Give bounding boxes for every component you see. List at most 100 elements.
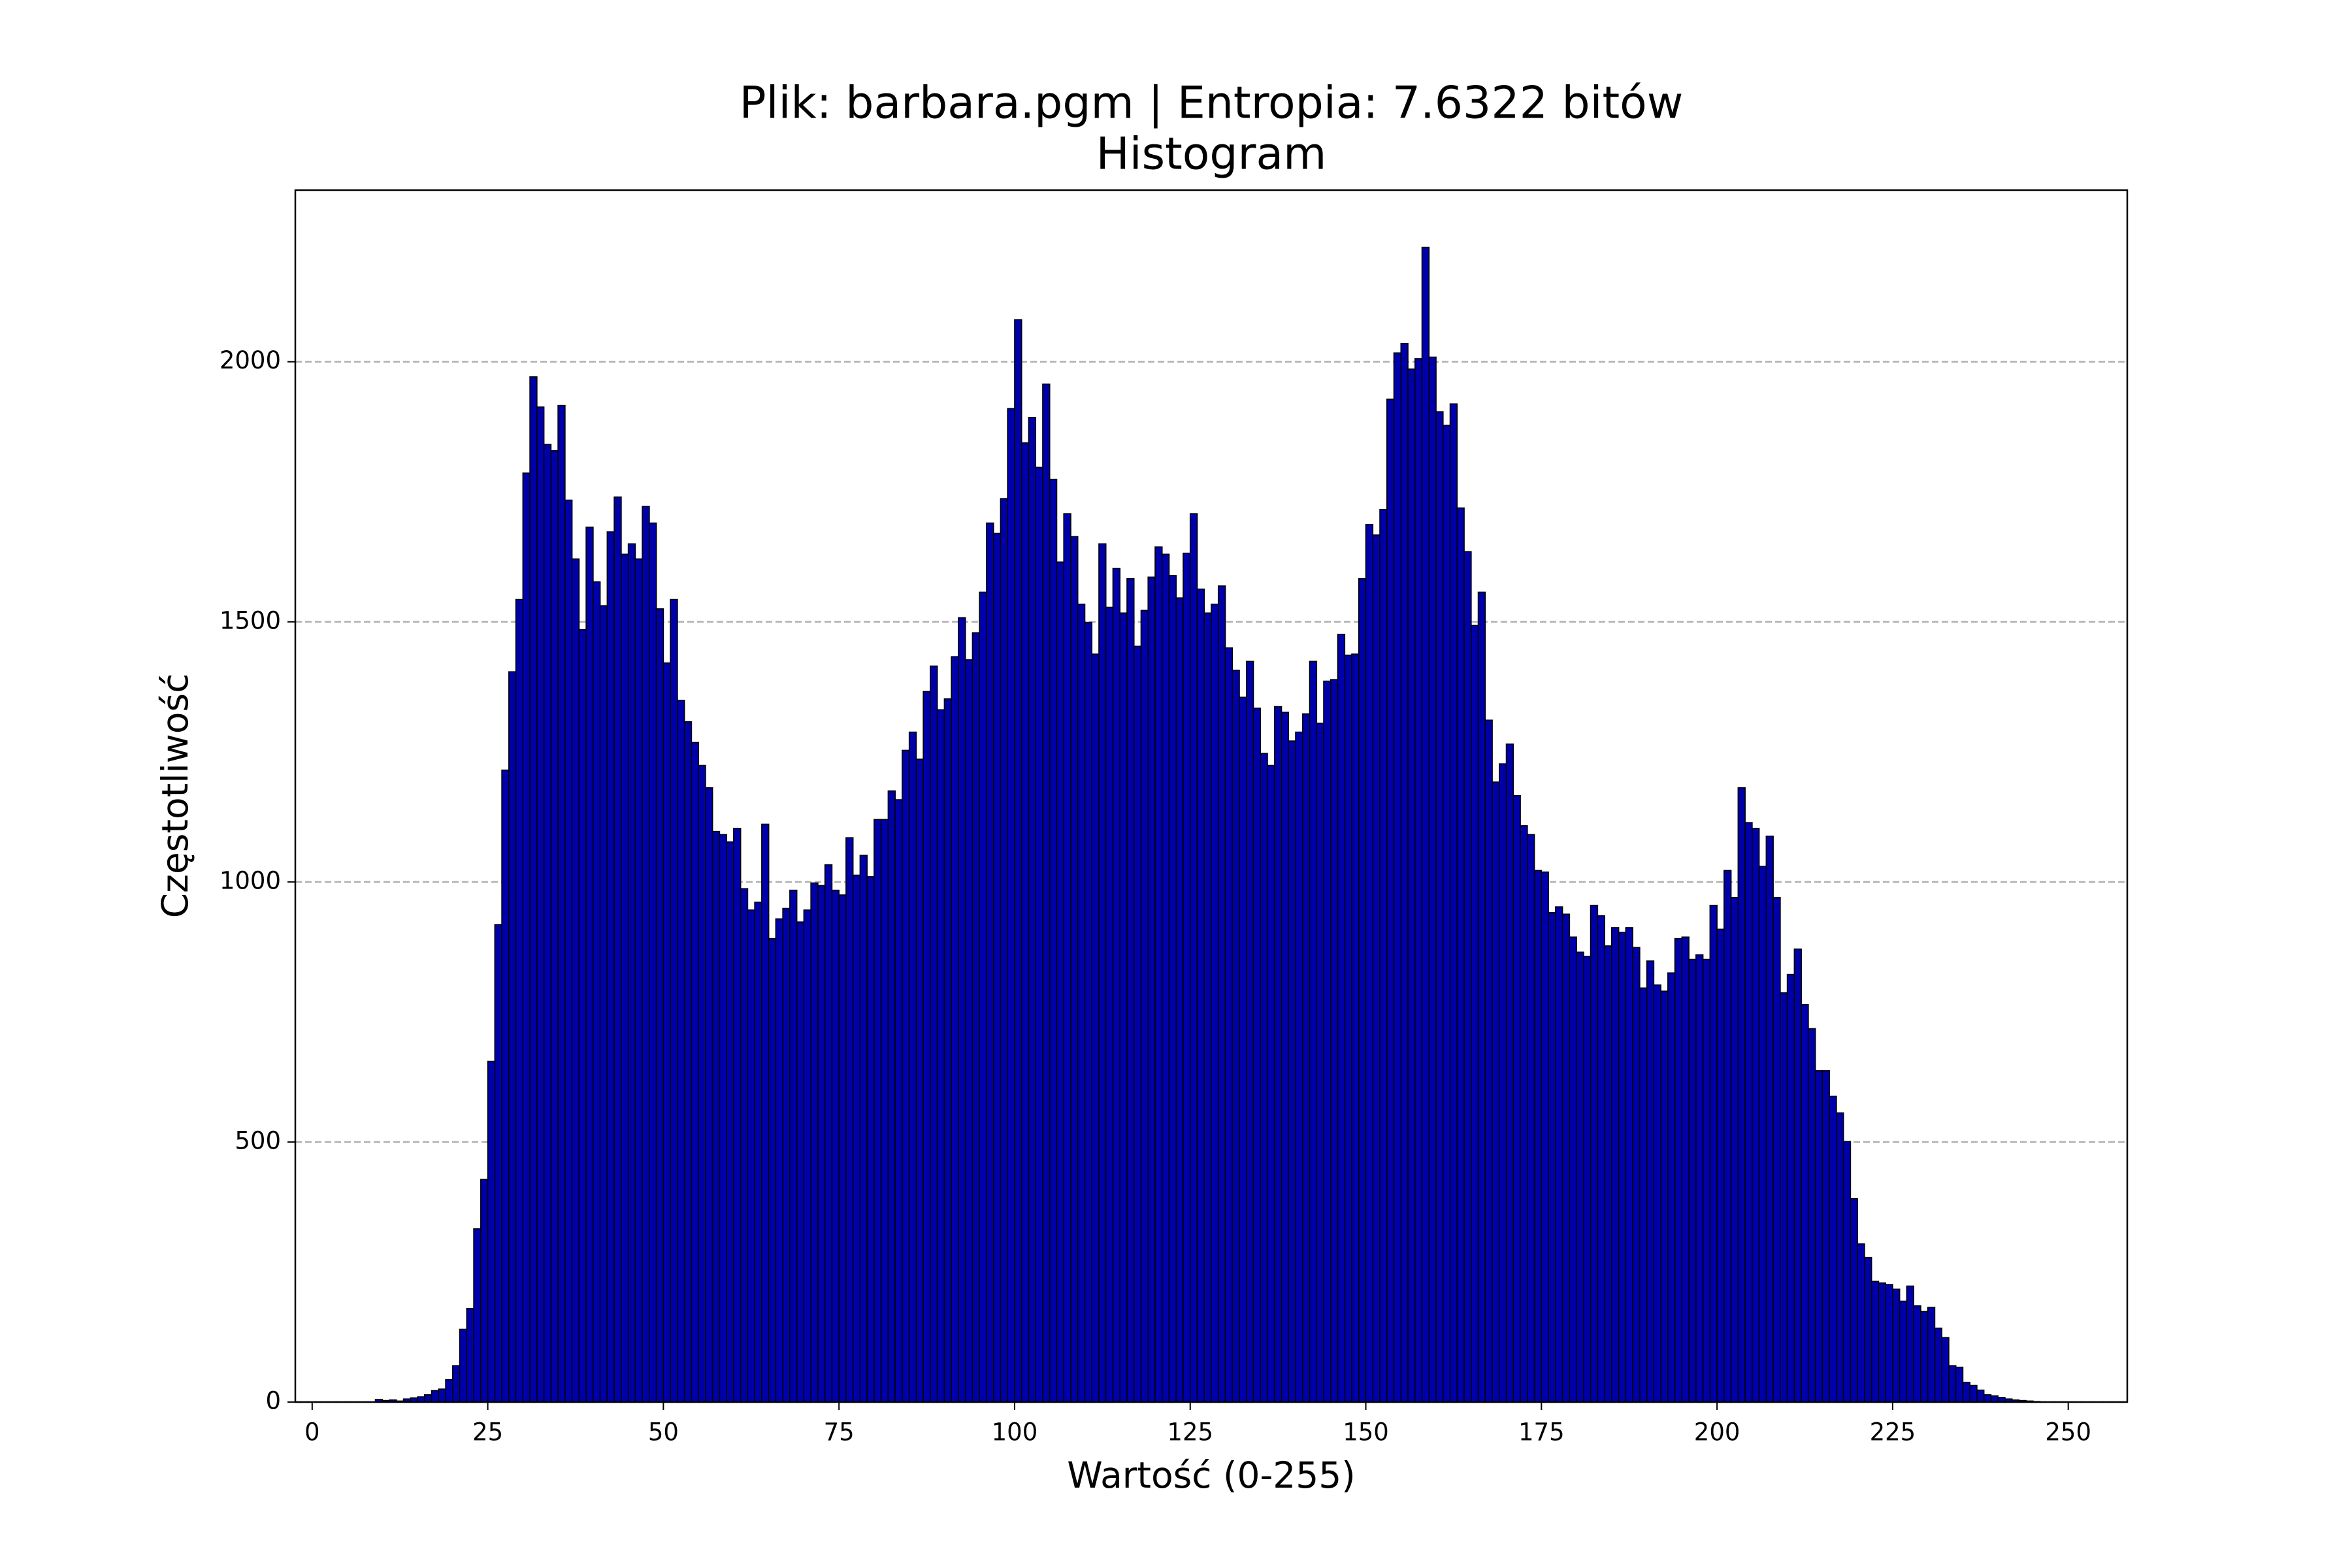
bar: [1337, 634, 1346, 1403]
bar: [1224, 647, 1233, 1403]
bar: [1801, 1004, 1809, 1403]
bar: [1674, 938, 1683, 1403]
chart-subtitle: Histogram: [1096, 129, 1327, 180]
bar: [1611, 927, 1620, 1403]
bar: [1920, 1311, 1929, 1403]
bar: [606, 531, 615, 1403]
bar: [473, 1228, 482, 1403]
bar: [845, 837, 854, 1403]
bar: [1000, 498, 1009, 1403]
bar: [621, 553, 629, 1403]
bar: [1021, 442, 1030, 1403]
bar: [445, 1379, 453, 1403]
bar: [1850, 1198, 1858, 1403]
bar: [1443, 425, 1451, 1403]
y-axis-label: Częstotliwość: [154, 674, 196, 919]
bar: [1147, 576, 1156, 1403]
bar: [1821, 1070, 1830, 1403]
bar: [494, 924, 502, 1403]
bar: [1435, 411, 1444, 1403]
bar: [951, 656, 959, 1403]
bar: [593, 581, 601, 1403]
bar: [1477, 591, 1486, 1403]
bar: [1962, 1381, 1970, 1403]
x-tick-label: 125: [1167, 1418, 1213, 1446]
bar: [1695, 954, 1704, 1403]
bar: [1730, 896, 1739, 1403]
bar: [824, 864, 833, 1403]
bar: [1842, 1141, 1852, 1403]
bar: [1548, 912, 1556, 1403]
bar: [1632, 947, 1641, 1403]
bar: [1091, 653, 1100, 1403]
bar: [480, 1179, 489, 1403]
bar: [1976, 1389, 1985, 1403]
bar: [1702, 958, 1711, 1403]
bar: [1189, 513, 1198, 1403]
bar: [1084, 621, 1093, 1403]
bar: [1183, 552, 1191, 1403]
bar: [838, 894, 847, 1403]
x-tick-label: 225: [1870, 1418, 1916, 1446]
bar: [564, 499, 573, 1403]
bar: [964, 659, 973, 1403]
y-tick-label: 2000: [220, 346, 281, 374]
bar: [1864, 1256, 1872, 1403]
bar: [698, 764, 706, 1403]
bar: [986, 522, 994, 1403]
bar: [1133, 645, 1142, 1403]
bar: [705, 787, 713, 1403]
bar: [817, 885, 826, 1403]
bar: [578, 629, 587, 1403]
y-tick-label: 1000: [220, 866, 281, 894]
bar: [1772, 896, 1781, 1403]
bar: [557, 404, 566, 1403]
bar: [1505, 743, 1514, 1403]
x-tick-label: 250: [2045, 1418, 2091, 1446]
bar: [1112, 567, 1121, 1403]
bar: [1870, 1281, 1880, 1403]
bar: [1379, 509, 1388, 1403]
bar: [887, 790, 896, 1403]
bar: [599, 605, 608, 1403]
bar: [1899, 1300, 1908, 1403]
bar: [1295, 731, 1303, 1403]
bar: [1196, 588, 1205, 1403]
bar: [1014, 319, 1022, 1403]
bar: [754, 902, 762, 1403]
bar: [1098, 543, 1107, 1403]
bar: [1281, 711, 1290, 1403]
bar: [1983, 1394, 1992, 1403]
bar: [1752, 828, 1760, 1403]
bar: [936, 709, 945, 1403]
bar: [902, 749, 910, 1403]
bar: [543, 444, 552, 1403]
bar: [1316, 723, 1324, 1403]
bar: [930, 665, 938, 1403]
bar: [1625, 927, 1633, 1403]
bar: [874, 819, 882, 1403]
bar: [1765, 836, 1774, 1403]
bar: [642, 506, 650, 1403]
bar: [1484, 719, 1493, 1403]
bar: [431, 1390, 440, 1403]
bar: [536, 406, 545, 1403]
bar: [1688, 958, 1697, 1403]
bar: [796, 921, 805, 1403]
bar: [859, 855, 868, 1403]
bar: [1906, 1285, 1914, 1403]
bar: [459, 1328, 468, 1403]
bar: [1885, 1284, 1893, 1403]
bar: [1309, 661, 1318, 1403]
bar: [1168, 575, 1177, 1403]
bar: [1414, 358, 1423, 1403]
y-tick-label: 0: [265, 1387, 281, 1415]
bar: [1512, 794, 1521, 1403]
bar: [1232, 670, 1240, 1403]
bar: [662, 662, 671, 1403]
bar: [1471, 625, 1479, 1403]
bar: [740, 888, 749, 1403]
bar: [1723, 870, 1732, 1403]
bar: [923, 691, 931, 1403]
